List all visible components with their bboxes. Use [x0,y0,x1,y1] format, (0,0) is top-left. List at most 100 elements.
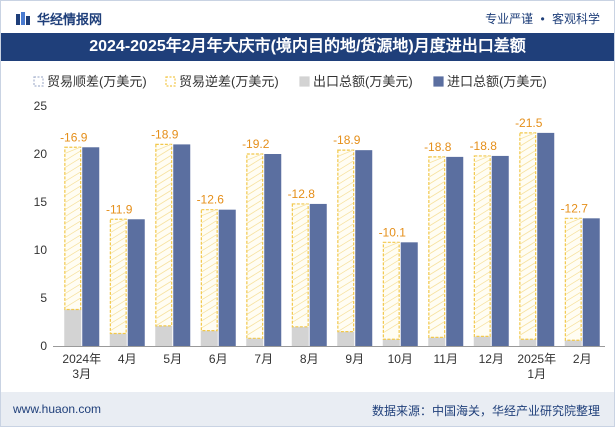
deficit-hatch [565,221,581,232]
deficit-hatch [383,308,399,319]
deficit-bar [291,203,309,328]
deficit-hatch [520,262,536,273]
deficit-hatch [338,167,354,178]
deficit-hatch [429,160,445,171]
deficit-hatch [429,307,445,318]
deficit-hatch [65,178,81,189]
balance-label: -18.9 [333,133,361,147]
deficit-bar [564,217,582,341]
deficit-hatch [429,314,445,325]
deficit-hatch [247,262,263,273]
deficit-hatch [474,229,490,240]
balance-label: -21.5 [515,116,543,130]
deficit-hatch [247,206,263,217]
deficit-hatch [520,143,536,154]
import-bar [127,219,145,346]
deficit-hatch [474,243,490,254]
deficit-hatch [429,216,445,227]
x-tick-label: 10月 [388,352,413,366]
x-tick-line: 10月 [388,352,413,366]
deficit-hatch [292,270,308,281]
deficit-hatch [429,167,445,178]
deficit-hatch [292,263,308,274]
deficit-hatch [201,234,217,245]
deficit-hatch [520,136,536,147]
deficit-hatch [520,290,536,301]
footer-url[interactable]: www.huaon.com [13,402,102,416]
deficit-hatch [520,325,536,336]
deficit-hatch [156,218,172,228]
deficit-hatch [156,302,172,312]
deficit-hatch [338,237,354,248]
deficit-hatch [565,235,581,246]
deficit-hatch [474,166,490,177]
deficit-hatch [201,227,217,238]
tagline-right: 客观科学 [551,12,600,26]
deficit-hatch [520,132,536,140]
deficit-hatch [474,306,490,317]
deficit-hatch [338,314,354,325]
deficit-hatch [338,272,354,283]
balance-label: -19.2 [242,137,270,151]
deficit-hatch [474,208,490,219]
export-bar [109,333,127,346]
deficit-hatch [565,228,581,239]
deficit-hatch [474,271,490,282]
deficit-hatch [429,230,445,241]
deficit-hatch [474,250,490,261]
deficit-hatch [247,297,263,308]
import-bar [218,209,236,346]
deficit-hatch [565,284,581,295]
deficit-hatch [338,244,354,255]
tagline: 专业严谨 • 客观科学 [485,10,600,27]
deficit-hatch [429,174,445,185]
deficit-hatch [520,276,536,287]
deficit-hatch [383,241,399,249]
deficit-hatch [292,256,308,267]
balance-label: -12.8 [288,187,316,201]
deficit-hatch [65,276,81,287]
deficit-hatch [565,270,581,281]
deficit-hatch [65,262,81,273]
y-tick-label: 25 [34,99,48,113]
deficit-hatch [383,315,399,326]
deficit-hatch [247,199,263,210]
deficit-hatch [338,209,354,220]
deficit-hatch [156,267,172,277]
x-tick-label: 2024年 3月 [62,352,101,381]
balance-label: -11.9 [106,202,133,216]
deficit-hatch [338,223,354,234]
deficit-hatch [520,178,536,189]
deficit-hatch [156,246,172,256]
legend-surplus-label: 贸易顺差(万美元) [47,74,147,89]
balance-label: -16.9 [60,130,88,144]
deficit-hatch [110,229,126,240]
deficit-hatch [247,290,263,301]
export-bar [291,326,309,346]
deficit-hatch [247,255,263,266]
deficit-hatch [65,297,81,308]
deficit-hatch [520,171,536,182]
deficit-hatch [156,144,172,151]
x-tick-label: 9月 [345,352,364,366]
deficit-hatch [520,220,536,231]
deficit-hatch [338,195,354,206]
deficit-hatch [156,197,172,207]
deficit-hatch [292,291,308,302]
deficit-hatch [338,202,354,213]
deficit-hatch [520,241,536,252]
deficit-hatch [520,297,536,308]
deficit-hatch [65,213,81,224]
deficit-hatch [429,237,445,248]
deficit-hatch [247,185,263,196]
deficit-hatch [247,311,263,322]
x-tick-line: 2024年 [62,352,101,366]
bars [64,132,600,346]
deficit-hatch [338,321,354,332]
x-tick-line: 8月 [300,352,319,366]
deficit-bar [64,146,82,311]
deficit-bar [155,143,173,327]
deficit-hatch [429,181,445,192]
x-tick-line: 2月 [573,352,592,366]
deficit-hatch [520,164,536,175]
